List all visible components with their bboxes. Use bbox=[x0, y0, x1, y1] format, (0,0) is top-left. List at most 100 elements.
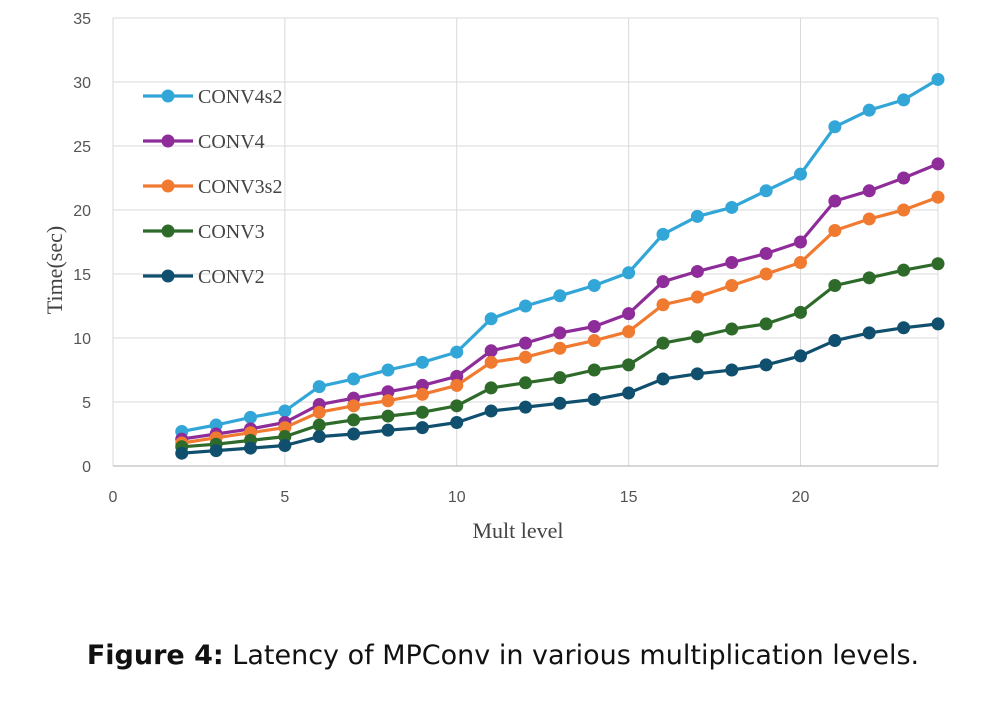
legend-entry: CONV3s2 bbox=[143, 176, 282, 198]
data-point bbox=[794, 305, 807, 319]
data-point bbox=[656, 372, 670, 386]
data-point bbox=[347, 427, 361, 441]
figure-caption: Figure 4: Latency of MPConv in various m… bbox=[0, 640, 1006, 671]
data-point bbox=[862, 184, 876, 198]
data-point bbox=[690, 290, 704, 304]
y-tick-label: 35 bbox=[73, 11, 91, 28]
data-point bbox=[690, 264, 704, 278]
data-point bbox=[519, 376, 532, 390]
data-point bbox=[415, 405, 429, 419]
data-point bbox=[897, 171, 911, 185]
series-CONV3 bbox=[175, 257, 945, 454]
data-point bbox=[209, 444, 223, 458]
data-point bbox=[828, 223, 842, 237]
y-tick-label: 10 bbox=[73, 331, 91, 348]
data-point bbox=[897, 93, 911, 107]
data-point bbox=[278, 421, 292, 435]
x-axis-title: Mult level bbox=[472, 518, 563, 543]
data-point bbox=[759, 247, 773, 261]
legend: CONV4s2 CONV4 CONV3s2 CONV3 CONV2 bbox=[143, 86, 282, 288]
data-point bbox=[381, 409, 395, 423]
data-point bbox=[828, 334, 842, 348]
axis-tick-labels: 0 5 10 15 20 25 30 35 0 5 10 15 20 bbox=[73, 11, 809, 506]
legend-label: CONV4 bbox=[198, 131, 265, 153]
data-point bbox=[244, 410, 257, 424]
data-point bbox=[312, 430, 326, 444]
data-point bbox=[622, 325, 636, 339]
data-point bbox=[519, 336, 532, 350]
data-point bbox=[622, 358, 636, 372]
data-point bbox=[587, 319, 601, 333]
caption-text: Latency of MPConv in various multiplicat… bbox=[223, 640, 920, 671]
y-tick-label: 0 bbox=[82, 459, 91, 476]
data-point bbox=[484, 355, 498, 369]
data-point bbox=[759, 317, 773, 331]
y-tick-label: 5 bbox=[82, 395, 91, 412]
data-point bbox=[519, 400, 532, 414]
data-point bbox=[862, 103, 876, 117]
data-point bbox=[794, 349, 807, 363]
data-point bbox=[484, 344, 498, 358]
data-point bbox=[347, 413, 361, 427]
data-point bbox=[931, 72, 945, 86]
data-point bbox=[175, 446, 189, 460]
data-point bbox=[347, 372, 361, 386]
data-point bbox=[450, 369, 464, 383]
data-point bbox=[897, 263, 911, 277]
data-point bbox=[553, 371, 567, 385]
legend-label: CONV4s2 bbox=[198, 86, 282, 108]
data-point bbox=[587, 363, 601, 377]
data-point bbox=[862, 212, 876, 226]
data-point bbox=[587, 334, 601, 348]
legend-label: CONV3 bbox=[198, 221, 265, 243]
data-point bbox=[725, 322, 739, 336]
data-point bbox=[794, 167, 807, 181]
x-tick-label: 10 bbox=[448, 489, 466, 506]
legend-marker bbox=[161, 224, 175, 238]
x-tick-label: 0 bbox=[109, 489, 118, 506]
legend-label: CONV2 bbox=[198, 266, 265, 288]
y-tick-label: 25 bbox=[73, 139, 91, 156]
series-CONV4s2 bbox=[175, 72, 945, 438]
y-tick-label: 15 bbox=[73, 267, 91, 284]
data-point bbox=[656, 336, 670, 350]
y-tick-label: 30 bbox=[73, 75, 91, 92]
data-point bbox=[622, 386, 636, 400]
data-point bbox=[484, 312, 498, 326]
data-point bbox=[656, 227, 670, 241]
data-point bbox=[415, 421, 429, 435]
data-point bbox=[553, 289, 567, 303]
data-point bbox=[690, 330, 704, 344]
data-point bbox=[862, 326, 876, 340]
data-point bbox=[312, 418, 326, 432]
data-point bbox=[656, 298, 670, 312]
data-point bbox=[450, 399, 464, 413]
data-point bbox=[794, 235, 807, 249]
legend-marker bbox=[161, 134, 175, 148]
data-point bbox=[622, 266, 636, 280]
data-point bbox=[415, 378, 429, 392]
data-point bbox=[828, 279, 842, 293]
data-point bbox=[484, 381, 498, 395]
data-point bbox=[897, 321, 911, 335]
data-point bbox=[519, 350, 532, 364]
legend-entry: CONV4 bbox=[143, 131, 265, 153]
data-point bbox=[415, 355, 429, 369]
data-point bbox=[759, 267, 773, 281]
line-chart: 0 5 10 15 20 25 30 35 0 5 10 15 20 Mult level Time(s… bbox=[42, 11, 945, 543]
x-tick-label: 5 bbox=[280, 489, 289, 506]
x-tick-label: 20 bbox=[792, 489, 810, 506]
data-point bbox=[415, 387, 429, 401]
data-point bbox=[828, 120, 842, 134]
data-point bbox=[450, 415, 464, 429]
series-layer bbox=[175, 72, 945, 460]
data-point bbox=[450, 345, 464, 359]
data-point bbox=[347, 399, 361, 413]
data-point bbox=[725, 255, 739, 269]
legend-marker bbox=[161, 179, 175, 193]
data-point bbox=[587, 392, 601, 406]
data-point bbox=[312, 380, 326, 394]
legend-marker bbox=[161, 89, 175, 103]
data-point bbox=[553, 396, 567, 410]
data-point bbox=[759, 358, 773, 372]
